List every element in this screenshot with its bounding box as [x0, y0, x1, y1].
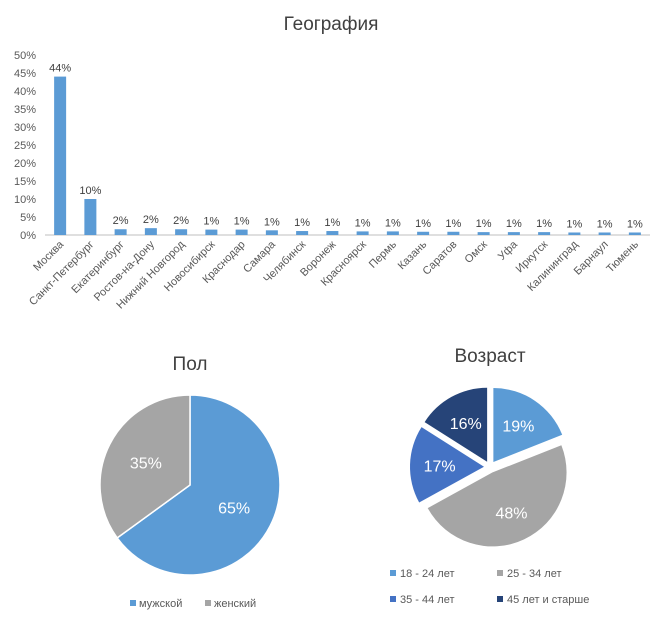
- bar-data-label: 1%: [234, 216, 250, 228]
- bar: [356, 231, 369, 235]
- legend-label: 35 - 44 лет: [400, 594, 455, 606]
- pie-slice: [493, 388, 563, 463]
- bar-data-label: 1%: [627, 218, 643, 230]
- bar: [386, 231, 399, 235]
- bar-data-label: 44%: [49, 63, 71, 75]
- bar: [326, 231, 339, 235]
- bar-y-axis: 0% 5% 10% 15% 20% 25% 30% 35% 40% 45% 50%: [14, 50, 650, 242]
- legend-label: мужской: [139, 598, 182, 610]
- age-chart-title: Возраст: [454, 346, 525, 367]
- pie-slice: [99, 394, 191, 539]
- bar-data-label: 1%: [536, 218, 552, 230]
- x-tick-label: Омск: [463, 239, 490, 266]
- y-tick-label: 5%: [20, 212, 36, 224]
- y-tick-label: 45%: [14, 68, 36, 80]
- x-tick-label: Уфа: [496, 238, 521, 263]
- legend-swatch: [390, 570, 396, 576]
- legend-label: 25 - 34 лет: [507, 568, 562, 580]
- bar: [54, 76, 67, 235]
- bar: [296, 231, 309, 235]
- bar-data-label: 1%: [355, 217, 371, 229]
- bar-chart-title: География: [284, 14, 379, 35]
- x-tick-label: Пермь: [367, 238, 399, 270]
- bar-data-label: 2%: [113, 215, 129, 227]
- pie-slice-label: 65%: [218, 500, 250, 517]
- gender-chart-title: Пол: [173, 354, 208, 375]
- pie-slice: [410, 427, 485, 503]
- bar-data-label: 1%: [566, 218, 582, 230]
- bar-data-label: 1%: [415, 218, 431, 230]
- y-tick-label: 20%: [14, 158, 36, 170]
- age-pie: 19% 48% 17% 16%: [410, 387, 567, 547]
- y-tick-label: 25%: [14, 140, 36, 152]
- bar-series: [54, 76, 641, 235]
- bar-data-label: 10%: [79, 185, 101, 197]
- bar-data-label: 1%: [597, 218, 613, 230]
- y-tick-label: 50%: [14, 50, 36, 62]
- x-tick-label: Екатеринбург: [69, 239, 126, 296]
- y-tick-label: 30%: [14, 122, 36, 134]
- legend-label: 18 - 24 лет: [400, 568, 455, 580]
- bar: [628, 232, 641, 235]
- bar-data-label: 2%: [143, 214, 159, 226]
- y-tick-label: 10%: [14, 194, 36, 206]
- gender-legend: мужской женский: [130, 598, 256, 610]
- pie-slice: [116, 394, 281, 576]
- bar-x-axis: МоскваСанкт-ПетербургЕкатеринбургРостов-…: [27, 238, 641, 312]
- gender-pie: 65% 35%: [99, 394, 281, 576]
- pie-slice-label: 16%: [450, 416, 482, 433]
- legend-swatch: [205, 600, 211, 606]
- bar: [477, 232, 490, 235]
- bar: [144, 228, 157, 235]
- pie-slice-label: 17%: [424, 458, 456, 475]
- y-tick-label: 15%: [14, 176, 36, 188]
- bar-data-label: 1%: [294, 217, 310, 229]
- bar: [235, 229, 248, 235]
- legend-label: 45 лет и старше: [507, 594, 589, 606]
- pie-slice-label: 19%: [502, 418, 534, 435]
- bar: [265, 230, 278, 235]
- bar: [175, 229, 188, 235]
- bar-data-label: 1%: [203, 216, 219, 228]
- y-tick-label: 0%: [20, 230, 36, 242]
- bar-data-label: 1%: [385, 217, 401, 229]
- pie-slice-label: 35%: [130, 456, 162, 473]
- bar: [447, 231, 460, 235]
- pie-slice-label: 48%: [495, 506, 527, 523]
- bar-data-label: 1%: [264, 216, 280, 228]
- bar: [114, 229, 127, 235]
- bar-data-labels: 44% 10% 2% 2% 2% 1% 1% 1% 1% 1% 1% 1% 1% 1% 1% 1% 1% 1% 1%…: [49, 63, 643, 231]
- bar-data-label: 1%: [445, 218, 461, 230]
- legend-swatch: [130, 600, 136, 606]
- bar: [507, 232, 520, 235]
- bar-data-label: 1%: [476, 218, 492, 230]
- legend-swatch: [497, 596, 503, 602]
- bar: [84, 199, 97, 235]
- bar: [417, 231, 430, 235]
- legend-label: женский: [214, 598, 256, 610]
- legend-swatch: [390, 596, 396, 602]
- bar: [568, 232, 581, 235]
- y-tick-label: 35%: [14, 104, 36, 116]
- bar: [598, 232, 611, 235]
- bar: [205, 229, 218, 235]
- x-tick-label: Тюмень: [604, 238, 641, 275]
- bar-data-label: 1%: [324, 217, 340, 229]
- pie-slice: [424, 387, 488, 462]
- legend-swatch: [497, 570, 503, 576]
- bar-data-label: 1%: [506, 218, 522, 230]
- bar: [538, 232, 551, 235]
- age-legend: 18 - 24 лет 25 - 34 лет 35 - 44 лет 45 лет …: [390, 568, 589, 606]
- pie-slice: [427, 445, 567, 547]
- bar-data-label: 2%: [173, 215, 189, 227]
- y-tick-label: 40%: [14, 86, 36, 98]
